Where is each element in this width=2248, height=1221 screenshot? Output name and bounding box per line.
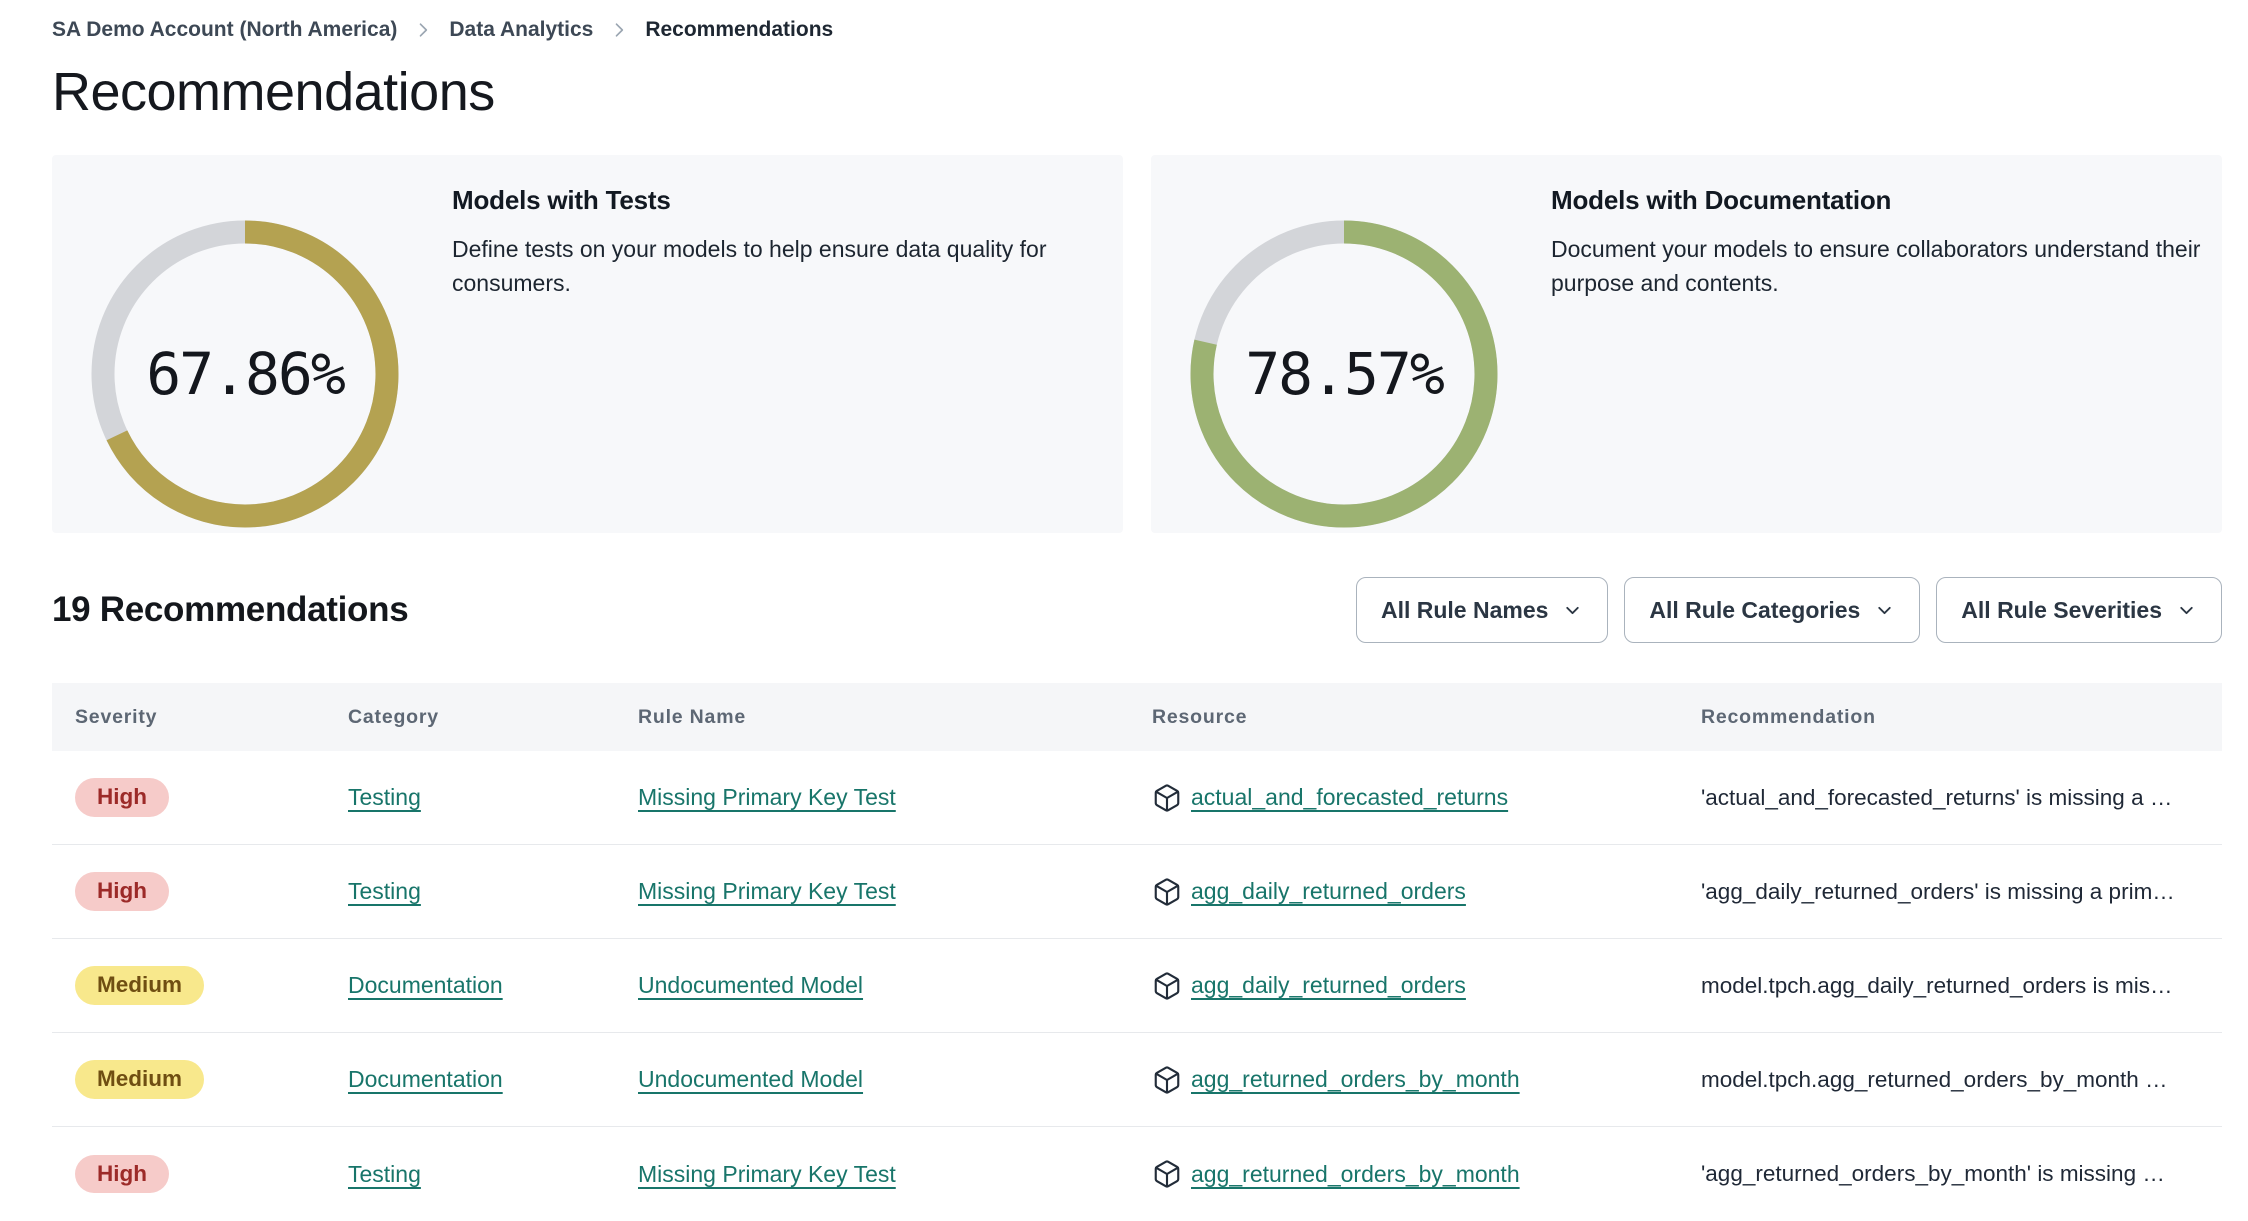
breadcrumb-account-link[interactable]: SA Demo Account (North America)	[52, 18, 398, 41]
recommendation-text: 'actual_and_forecasted_returns' is missi…	[1701, 784, 2173, 810]
resource-cell: agg_returned_orders_by_month	[1152, 1065, 1701, 1095]
category-link[interactable]: Documentation	[348, 972, 503, 998]
page-title: Recommendations	[52, 62, 495, 122]
recommendation-text: model.tpch.agg_returned_orders_by_month …	[1701, 1066, 2168, 1092]
model-cube-icon	[1152, 1159, 1182, 1189]
category-link[interactable]: Testing	[348, 1160, 421, 1187]
donut-percentage: 67.86%	[146, 340, 346, 408]
recommendation-text: 'agg_daily_returned_orders' is missing a…	[1701, 878, 2175, 904]
rule-name-cell: Undocumented Model	[638, 972, 1152, 999]
category-cell: Documentation	[348, 972, 638, 999]
table-body: High Testing Missing Primary Key Test ac…	[52, 751, 2222, 1221]
filter-dropdown-label: All Rule Names	[1380, 596, 1549, 623]
filter-dropdown-label: All Rule Severities	[1961, 596, 2162, 623]
card-description: Define tests on your models to help ensu…	[452, 236, 1047, 296]
table-row: High Testing Missing Primary Key Test ag…	[52, 1127, 2222, 1221]
severity-badge: High	[75, 778, 169, 817]
donut-percentage: 78.57%	[1245, 340, 1445, 408]
resource-link[interactable]: actual_and_forecasted_returns	[1191, 784, 1509, 810]
category-cell: Testing	[348, 878, 638, 905]
severity-cell: Medium	[75, 1060, 348, 1099]
filter-dropdown[interactable]: All Rule Names	[1355, 577, 1609, 643]
resource-cell: agg_daily_returned_orders	[1152, 971, 1701, 1001]
table-row: Medium Documentation Undocumented Model …	[52, 1033, 2222, 1127]
severity-cell: High	[75, 1154, 348, 1194]
resource-link[interactable]: agg_daily_returned_orders	[1191, 878, 1466, 904]
resource-link[interactable]: agg_returned_orders_by_month	[1191, 1160, 1520, 1187]
metric-card: 67.86% Models with Tests Define tests on…	[52, 155, 1123, 533]
column-header-recommendation: Recommendation	[1701, 705, 1876, 728]
column-header-resource: Resource	[1152, 705, 1248, 728]
category-link[interactable]: Testing	[348, 784, 421, 810]
column-header-category: Category	[348, 705, 439, 728]
rule-name-cell: Missing Primary Key Test	[638, 1161, 1152, 1188]
filter-dropdown[interactable]: All Rule Severities	[1936, 577, 2222, 643]
severity-badge: Medium	[75, 1060, 205, 1099]
category-cell: Testing	[348, 784, 638, 811]
rule-name-cell: Missing Primary Key Test	[638, 878, 1152, 905]
metric-card: 78.57% Models with Documentation Documen…	[1151, 155, 2222, 533]
recommendation-text: 'agg_returned_orders_by_month' is missin…	[1701, 1161, 2165, 1186]
filter-dropdown-label: All Rule Categories	[1649, 596, 1861, 623]
table-header-row: Severity Category Rule Name Resource Rec…	[52, 683, 2222, 751]
donut-chart: 67.86%	[90, 219, 400, 529]
category-cell: Documentation	[348, 1066, 638, 1093]
category-cell: Testing	[348, 1161, 638, 1188]
resource-link[interactable]: agg_returned_orders_by_month	[1191, 1066, 1520, 1092]
model-cube-icon	[1152, 877, 1182, 907]
resource-cell: agg_returned_orders_by_month	[1152, 1159, 1701, 1189]
filter-bar: All Rule Names All Rule Categories All R…	[1355, 577, 2222, 643]
category-link[interactable]: Testing	[348, 878, 421, 904]
rule-name-link[interactable]: Undocumented Model	[638, 1066, 864, 1092]
filter-dropdown[interactable]: All Rule Categories	[1624, 577, 1921, 643]
rule-name-cell: Missing Primary Key Test	[638, 784, 1152, 811]
donut-rings	[1190, 220, 1498, 528]
recommendations-count-title: 19 Recommendations	[52, 590, 409, 629]
resource-link[interactable]: agg_daily_returned_orders	[1191, 972, 1466, 998]
donut-rings	[91, 220, 399, 528]
rule-name-link[interactable]: Missing Primary Key Test	[638, 784, 896, 810]
column-header-rule-name: Rule Name	[638, 705, 746, 728]
table-row: High Testing Missing Primary Key Test ac…	[52, 751, 2222, 845]
chevron-down-icon	[2180, 606, 2193, 614]
category-link[interactable]: Documentation	[348, 1066, 503, 1092]
severity-cell: Medium	[75, 966, 348, 1005]
rule-name-link[interactable]: Missing Primary Key Test	[638, 878, 896, 904]
severity-badge: Medium	[75, 966, 205, 1005]
breadcrumb-current: Recommendations	[645, 18, 834, 41]
model-cube-icon	[1152, 1065, 1182, 1095]
recommendations-table: Severity Category Rule Name Resource Rec…	[52, 683, 2222, 1221]
card-title: Models with Tests	[452, 185, 671, 215]
resource-cell: agg_daily_returned_orders	[1152, 877, 1701, 907]
chevron-right-icon	[615, 23, 624, 37]
severity-cell: High	[75, 778, 348, 817]
metric-cards: 67.86% Models with Tests Define tests on…	[52, 155, 2222, 533]
severity-badge: High	[75, 872, 169, 911]
model-cube-icon	[1152, 783, 1182, 813]
severity-badge: High	[75, 1154, 169, 1194]
breadcrumb: SA Demo Account (North America) Data Ana…	[52, 18, 2222, 42]
recommendation-text: model.tpch.agg_daily_returned_orders is …	[1701, 972, 2173, 998]
list-header: 19 Recommendations All Rule Names All Ru…	[52, 577, 2222, 643]
table-row: High Testing Missing Primary Key Test ag…	[52, 845, 2222, 939]
model-cube-icon	[1152, 971, 1182, 1001]
column-header-severity: Severity	[75, 705, 158, 728]
rule-name-link[interactable]: Undocumented Model	[638, 972, 864, 998]
chevron-right-icon	[420, 23, 428, 37]
chevron-down-icon	[1566, 606, 1580, 614]
card-text: Models with Documentation Document your …	[1551, 155, 2206, 533]
donut-chart: 78.57%	[1189, 219, 1499, 529]
breadcrumb-project-link[interactable]: Data Analytics	[449, 18, 594, 41]
resource-cell: actual_and_forecasted_returns	[1152, 783, 1701, 813]
rule-name-cell: Undocumented Model	[638, 1066, 1152, 1093]
chevron-down-icon	[1878, 606, 1892, 614]
rule-name-link[interactable]: Missing Primary Key Test	[638, 1160, 896, 1187]
table-row: Medium Documentation Undocumented Model …	[52, 939, 2222, 1033]
card-title: Models with Documentation	[1551, 185, 1892, 215]
card-description: Document your models to ensure collabora…	[1551, 236, 2201, 296]
card-text: Models with Tests Define tests on your m…	[452, 155, 1107, 533]
severity-cell: High	[75, 872, 348, 911]
